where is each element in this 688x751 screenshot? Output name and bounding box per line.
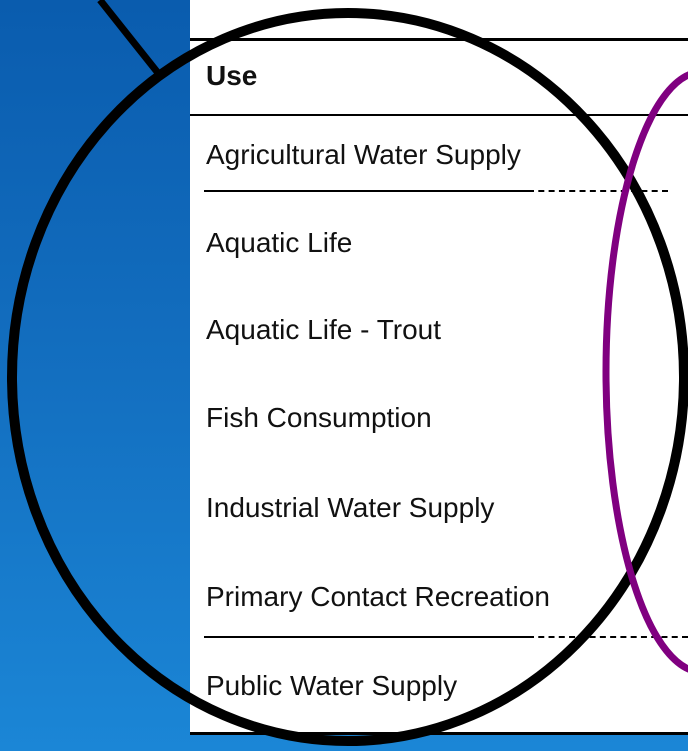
row-cell: Fish Consumption (206, 402, 432, 433)
row-cell: Industrial Water Supply (206, 492, 495, 523)
header-cell: Use (206, 60, 258, 91)
divider-dashed (528, 636, 688, 638)
row-cell: Aquatic Life - Trout (206, 314, 442, 345)
row-cell: Public Water Supply (206, 670, 458, 701)
purple-ellipse (602, 71, 688, 673)
divider (204, 190, 528, 192)
divider (204, 636, 528, 638)
row-cell: Aquatic Life (206, 227, 353, 258)
row-cell: Agricultural Water Supply (206, 139, 521, 170)
row-cell: Primary Contact Recreation (206, 581, 550, 612)
top-border (190, 38, 688, 41)
divider-dashed (528, 190, 668, 192)
black-circle (7, 8, 688, 746)
header-rule (190, 114, 688, 116)
pointer-line (97, 0, 165, 81)
